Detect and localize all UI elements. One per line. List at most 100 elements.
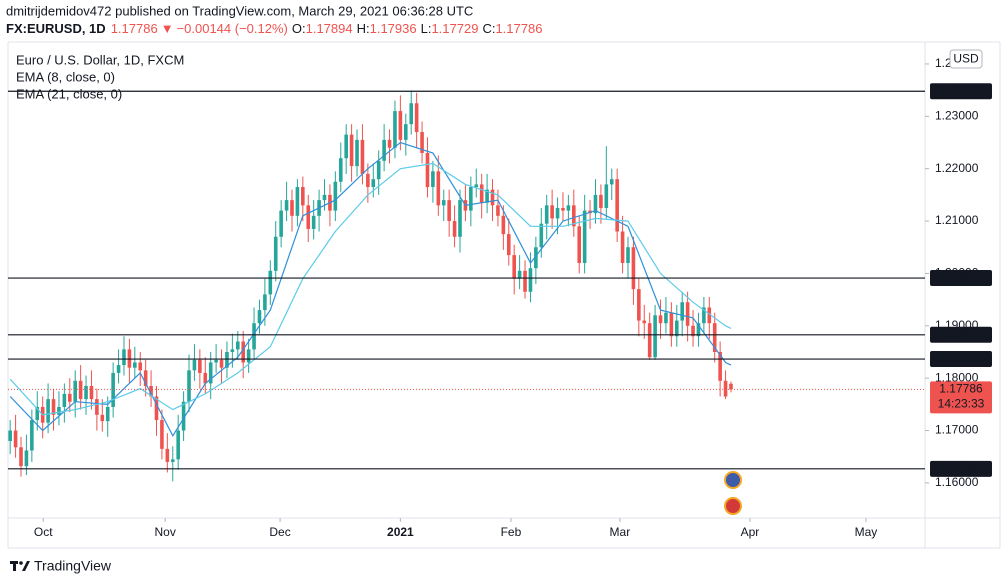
- candle-body: [78, 380, 83, 400]
- y-tick-label: 1.18000: [935, 370, 979, 384]
- x-tick-label: May: [855, 525, 878, 539]
- candle-body: [512, 255, 516, 279]
- last-price: 1.17786: [111, 21, 158, 36]
- candle-body: [485, 189, 489, 203]
- candle-body: [669, 312, 674, 337]
- candle-body: [566, 205, 571, 211]
- candle-body: [84, 386, 88, 400]
- candle-body: [160, 420, 164, 449]
- candle-body: [100, 414, 105, 422]
- candle-body: [658, 315, 663, 324]
- candle-body: [349, 134, 354, 167]
- candle-body: [490, 189, 495, 206]
- candle-body: [631, 247, 636, 290]
- candle-body: [626, 247, 630, 263]
- candle-body: [653, 315, 657, 358]
- candle-body: [241, 341, 246, 363]
- candle-body: [284, 200, 289, 211]
- y-tick-label: 1.21000: [935, 213, 979, 227]
- candle-body: [198, 359, 202, 373]
- plot: [8, 90, 925, 482]
- candle-body: [263, 294, 267, 311]
- x-tick-label: Dec: [269, 525, 290, 539]
- current-price-label: 1.17786: [939, 382, 983, 396]
- candle-body: [404, 124, 408, 140]
- candle-body: [95, 399, 99, 415]
- candle-body: [599, 194, 603, 208]
- high-label: H:: [357, 21, 370, 36]
- candle-body: [506, 234, 511, 256]
- candle-body: [696, 323, 701, 337]
- candle-body: [474, 184, 479, 188]
- candle-body: [273, 236, 278, 271]
- brand: TradingView: [10, 558, 112, 574]
- x-tick-label: Oct: [34, 525, 53, 539]
- candle-body: [181, 401, 186, 431]
- logo-part: [19, 561, 23, 565]
- candle-body: [67, 393, 72, 402]
- candle-body: [398, 111, 403, 140]
- y-tick-label: 1.23000: [935, 108, 979, 122]
- candle-body: [30, 420, 34, 451]
- candle-body: [431, 171, 435, 188]
- level-label: 1.19912: [939, 270, 983, 284]
- close-label: C:: [482, 21, 495, 36]
- candle-body: [723, 380, 728, 397]
- candle-body: [290, 200, 294, 216]
- change: −0.00144 (−0.12%): [177, 21, 288, 36]
- logo-part: [13, 561, 16, 571]
- candle-body: [252, 323, 256, 350]
- candle-body: [425, 152, 430, 188]
- candle-body: [338, 158, 343, 182]
- candle-body: [154, 396, 159, 421]
- x-tick-label: Nov: [154, 525, 175, 539]
- candle-body: [664, 312, 668, 324]
- candle-body: [582, 210, 587, 263]
- candle-body: [13, 430, 18, 448]
- y-tick-label: 1.17000: [935, 423, 979, 437]
- candle-body: [192, 359, 197, 371]
- current-price-box: [930, 381, 992, 414]
- candle-body: [230, 349, 235, 352]
- candle-body: [35, 406, 40, 421]
- x-tick-label: 2021: [387, 525, 414, 539]
- candle-body: [371, 179, 376, 188]
- candle-body: [355, 139, 359, 167]
- logo-part: [22, 561, 30, 571]
- symbol-line: FX:EURUSD, 1D 1.17786 ▼ −0.00144 (−0.12%) O:…: [6, 21, 542, 36]
- candle-body: [712, 323, 717, 352]
- level-label: 1.23478: [939, 83, 983, 97]
- candle-body: [707, 307, 712, 324]
- candle-body: [637, 289, 641, 321]
- candle-body: [116, 365, 121, 373]
- candle-body: [572, 205, 576, 227]
- currency: USD: [953, 52, 979, 66]
- publish-info: dmitrijdemidov472 published on TradingVi…: [6, 3, 473, 18]
- candle-body: [344, 134, 348, 159]
- candle-body: [469, 187, 473, 211]
- candle-body: [8, 430, 12, 442]
- candle-body: [458, 200, 462, 237]
- candle-body: [615, 179, 619, 232]
- level-label-box: [930, 83, 992, 100]
- level-label-box: [930, 270, 992, 287]
- candle-body: [609, 179, 614, 185]
- candle-body: [534, 247, 538, 269]
- legend-entry: EMA (21, close, 0): [16, 86, 122, 101]
- candle-body: [447, 200, 451, 222]
- candle-body: [333, 181, 338, 211]
- candle-body: [718, 351, 722, 381]
- candle-body: [219, 359, 224, 368]
- y-tick-label: 1.16000: [935, 475, 979, 489]
- candle-body: [51, 399, 56, 415]
- candle-body: [187, 370, 191, 402]
- candle-body: [225, 351, 229, 368]
- ema-line: [9, 162, 732, 416]
- candle-body: [393, 111, 397, 148]
- candle-body: [246, 349, 251, 363]
- candle-body: [539, 223, 544, 248]
- candle-body: [479, 184, 484, 203]
- candle-body: [360, 139, 365, 174]
